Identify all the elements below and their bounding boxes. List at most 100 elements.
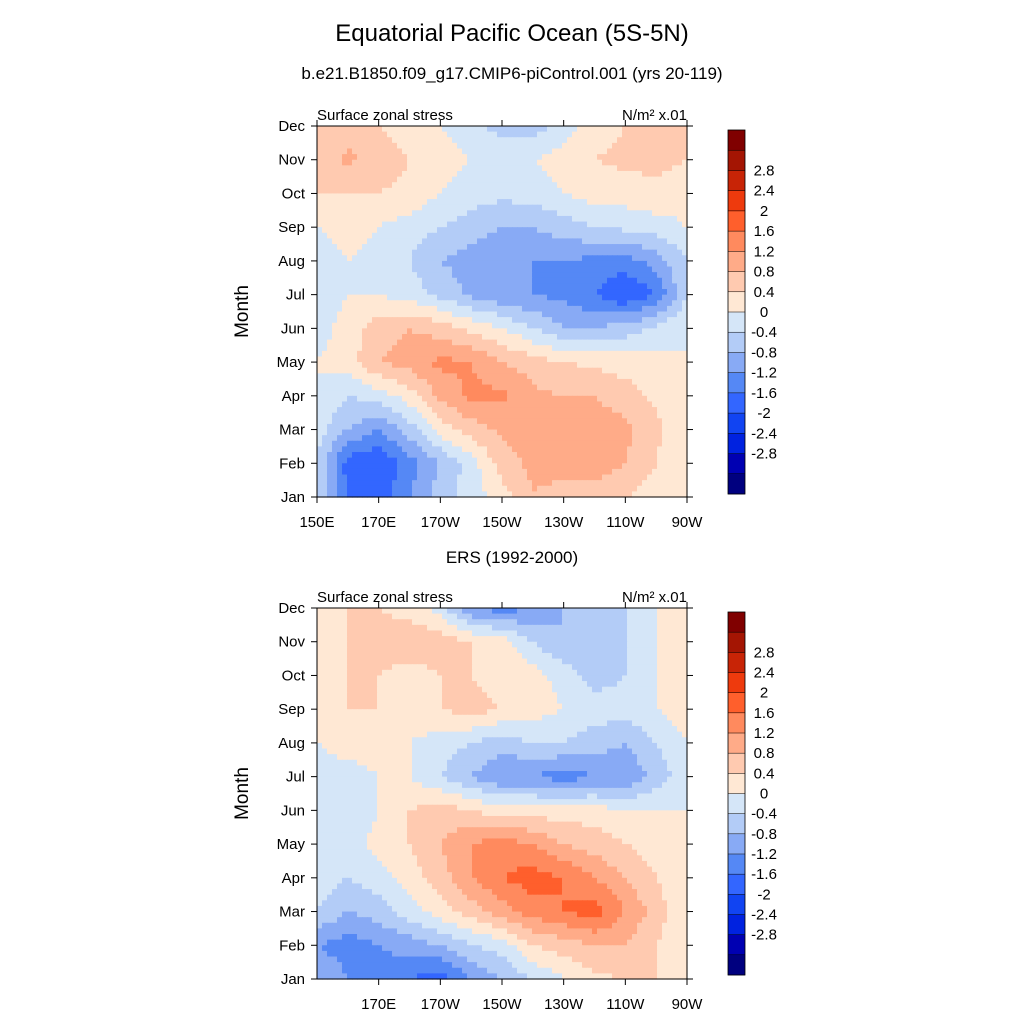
- field-cell: [682, 215, 688, 223]
- field-cell: [392, 440, 398, 448]
- field-cell: [642, 440, 648, 448]
- field-cell: [667, 452, 673, 459]
- field-cell: [392, 485, 398, 492]
- field-cell: [332, 260, 338, 268]
- field-cell: [322, 446, 328, 453]
- field-cell: [472, 350, 478, 358]
- field-cell: [612, 423, 618, 431]
- field-cell: [512, 322, 518, 329]
- field-cell: [682, 367, 688, 374]
- field-cell: [362, 345, 368, 352]
- field-cell: [672, 378, 678, 386]
- field-cell: [477, 418, 483, 425]
- field-cell: [442, 390, 448, 397]
- field-cell: [627, 131, 633, 138]
- field-cell: [357, 328, 363, 335]
- field-cell: [442, 435, 448, 442]
- field-cell: [507, 395, 513, 403]
- field-cell: [497, 232, 503, 240]
- field-cell: [597, 272, 603, 279]
- field-cell: [607, 249, 613, 256]
- field-cell: [327, 300, 333, 307]
- field-cell: [642, 165, 648, 172]
- field-cell: [542, 384, 548, 391]
- field-cell: [527, 215, 533, 223]
- field-cell: [607, 272, 613, 279]
- field-cell: [502, 480, 508, 487]
- field-cell: [557, 457, 563, 464]
- field-cell: [652, 435, 658, 442]
- field-cell: [642, 255, 648, 262]
- field-cell: [492, 435, 498, 442]
- field-cell: [507, 485, 513, 492]
- field-cell: [332, 378, 338, 386]
- field-cell: [342, 333, 348, 341]
- field-cell: [657, 435, 663, 442]
- field-cell: [327, 491, 333, 498]
- field-cell: [557, 418, 563, 425]
- field-cell: [662, 215, 668, 223]
- field-cell: [447, 277, 453, 284]
- field-cell: [592, 159, 598, 166]
- field-cell: [367, 294, 373, 301]
- field-cell: [357, 317, 363, 324]
- field-cell: [562, 126, 568, 133]
- field-cell: [492, 126, 498, 133]
- field-cell: [527, 170, 533, 178]
- field-cell: [332, 204, 338, 211]
- field-cell: [347, 350, 353, 358]
- field-cell: [597, 362, 603, 369]
- field-cell: [542, 423, 548, 431]
- field-cell: [542, 283, 548, 290]
- field-cell: [447, 435, 453, 442]
- field-cell: [507, 260, 513, 268]
- field-cell: [382, 395, 388, 403]
- field-cell: [627, 154, 633, 161]
- field-cell: [372, 452, 378, 459]
- field-cell: [412, 244, 418, 251]
- field-cell: [452, 305, 458, 313]
- field-cell: [647, 300, 653, 307]
- field-cell: [642, 170, 648, 178]
- field-cell: [442, 463, 448, 470]
- field-cell: [352, 446, 358, 453]
- field-cell: [437, 210, 443, 217]
- field-cell: [567, 322, 573, 329]
- field-cell: [357, 204, 363, 211]
- field-cell: [512, 480, 518, 487]
- field-cell: [392, 457, 398, 464]
- field-cell: [502, 170, 508, 178]
- field-cell: [477, 148, 483, 155]
- field-cell: [562, 423, 568, 431]
- field-cell: [607, 491, 613, 498]
- field-cell: [612, 418, 618, 425]
- field-cell: [492, 423, 498, 431]
- field-cell: [442, 373, 448, 380]
- field-cell: [397, 322, 403, 329]
- field-cell: [347, 187, 353, 195]
- field-cell: [637, 193, 643, 200]
- field-cell: [597, 199, 603, 206]
- field-cell: [412, 131, 418, 138]
- field-cell: [412, 474, 418, 481]
- field-cell: [487, 423, 493, 431]
- field-cell: [672, 204, 678, 211]
- field-cell: [682, 362, 688, 369]
- field-cell: [477, 221, 483, 228]
- field-cell: [462, 126, 468, 133]
- field-cell: [592, 137, 598, 144]
- field-cell: [607, 412, 613, 419]
- field-cell: [557, 485, 563, 492]
- field-cell: [357, 474, 363, 481]
- field-cell: [637, 440, 643, 448]
- field-cell: [492, 210, 498, 217]
- field-cell: [387, 356, 393, 363]
- field-cell: [502, 148, 508, 155]
- field-cell: [467, 435, 473, 442]
- field-cell: [587, 142, 593, 150]
- field-cell: [632, 485, 638, 492]
- field-cell: [372, 457, 378, 464]
- field-cell: [642, 159, 648, 166]
- field-cell: [647, 187, 653, 195]
- field-cell: [492, 384, 498, 391]
